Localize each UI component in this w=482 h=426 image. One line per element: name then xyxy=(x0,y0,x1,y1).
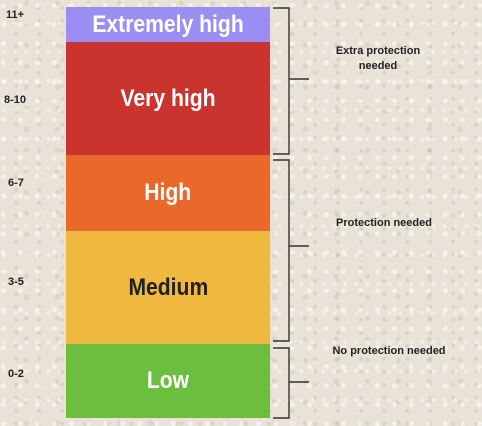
bracket-extra-protection xyxy=(271,7,311,155)
bracket-no-protection xyxy=(271,347,311,419)
band-label-low: Low xyxy=(146,367,190,394)
range-label-very-high: 8-10 xyxy=(4,94,27,106)
band-high: High xyxy=(66,155,270,231)
note-extra-protection: Extra protection needed xyxy=(335,45,421,72)
band-low: Low xyxy=(66,344,270,418)
band-label-extremely-high: Extremely high xyxy=(92,10,244,38)
range-label-extremely-high: 11+ xyxy=(6,9,25,21)
band-extremely-high: Extremely high xyxy=(66,7,270,42)
bracket-protection-shape xyxy=(273,159,309,342)
bracket-extra-protection-shape xyxy=(273,7,309,155)
note-protection: Protection needed xyxy=(336,217,432,229)
band-very-high: Very high xyxy=(66,42,270,155)
range-label-medium: 3-5 xyxy=(8,276,24,288)
bracket-no-protection-shape xyxy=(273,347,309,419)
band-medium: Medium xyxy=(66,231,270,344)
band-label-very-high: Very high xyxy=(120,84,216,112)
band-label-medium: Medium xyxy=(128,273,208,301)
band-label-high: High xyxy=(144,179,192,206)
note-no-protection: No protection needed xyxy=(332,345,446,357)
range-label-high: 6-7 xyxy=(8,177,24,189)
uv-scale: Extremely high Very high High Medium Low xyxy=(66,7,270,418)
range-label-low: 0-2 xyxy=(8,368,24,380)
bracket-protection xyxy=(271,159,311,342)
